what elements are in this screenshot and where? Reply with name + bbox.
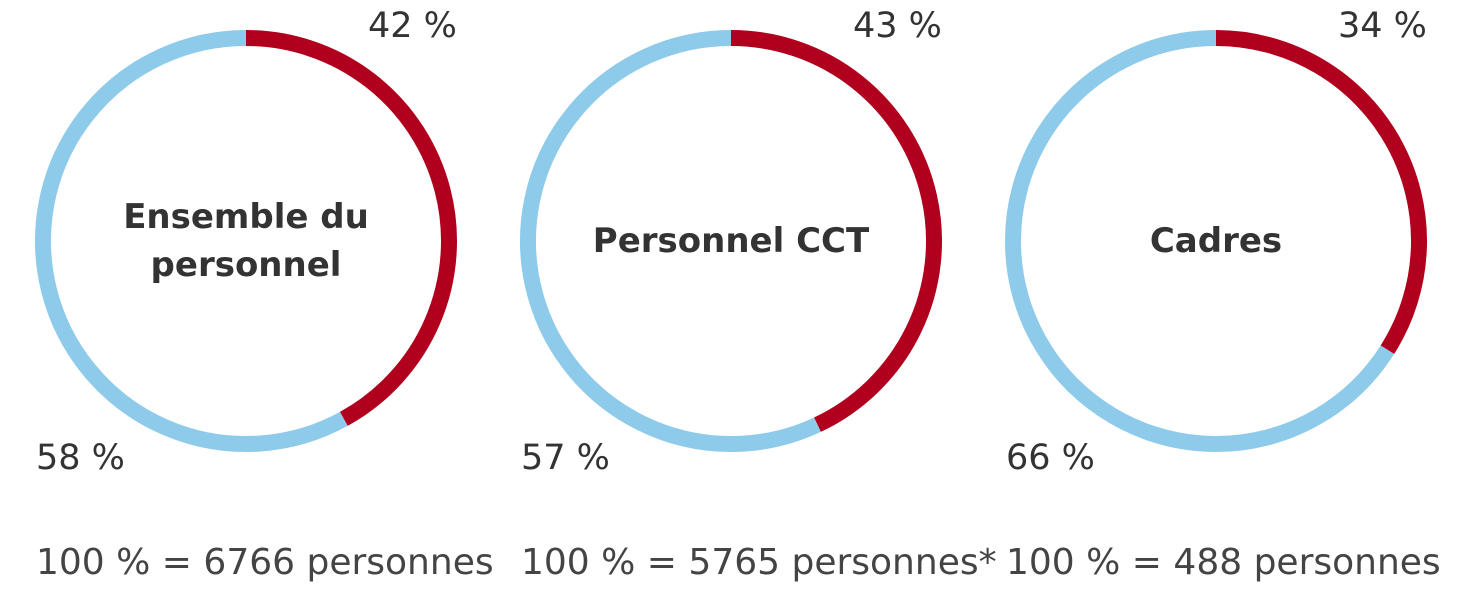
donut-segment xyxy=(730,30,942,432)
value-label: 57 % xyxy=(521,438,610,478)
chart-panel: 34 % 66 % Cadres 100 % = 488 personnes xyxy=(970,0,1455,590)
donut-segment xyxy=(520,30,821,452)
value-label: 43 % xyxy=(853,6,942,46)
donut-chart xyxy=(520,30,942,452)
value-label: 42 % xyxy=(368,6,457,46)
donut-segment xyxy=(1005,30,1395,452)
chart-panel: 42 % 58 % Ensemble du personnel 100 % = 676… xyxy=(0,0,494,590)
footnote: 100 % = 5765 personnes* xyxy=(521,542,997,583)
chart-panel: 43 % 57 % Personnel CCT 100 % = 5765 person… xyxy=(485,0,997,590)
donut-chart xyxy=(35,30,457,452)
footnote: 100 % = 488 personnes xyxy=(1006,542,1441,583)
chart-title: Personnel CCT xyxy=(592,221,870,261)
donut-segment xyxy=(245,30,457,426)
donut-segment xyxy=(1215,30,1427,355)
footnote: 100 % = 6766 personnes xyxy=(36,542,494,583)
value-label: 58 % xyxy=(36,438,125,478)
donut-segment xyxy=(35,30,348,452)
chart-title: Ensemble du personnel xyxy=(123,197,369,285)
chart-title: Cadres xyxy=(1149,221,1283,261)
value-label: 66 % xyxy=(1006,438,1095,478)
value-label: 34 % xyxy=(1338,6,1427,46)
donut-chart xyxy=(1005,30,1427,452)
